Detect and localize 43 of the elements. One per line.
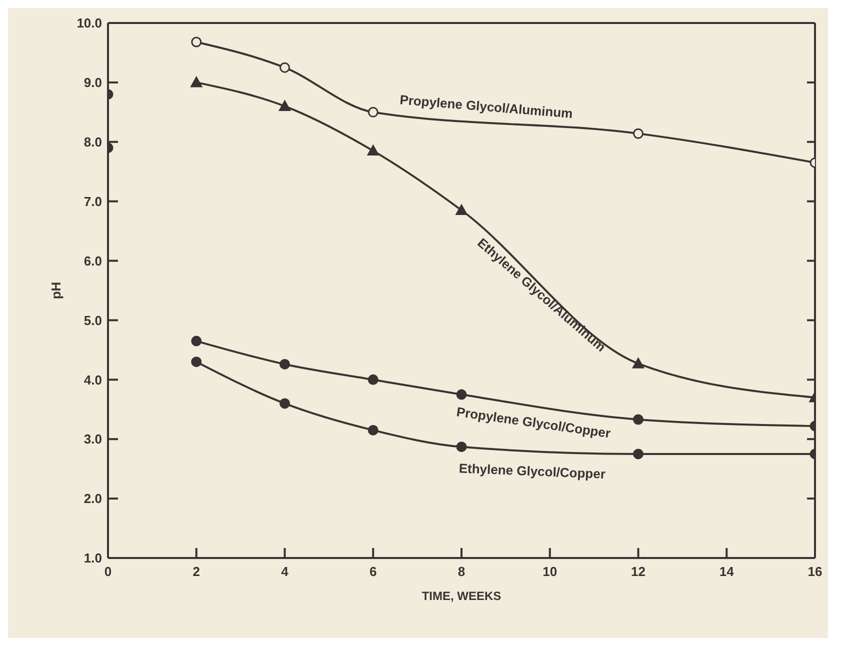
x-tick-label: 0: [104, 564, 112, 579]
point: [456, 204, 468, 215]
point: [191, 36, 202, 48]
point: [191, 336, 202, 346]
x-tick-label: 16: [808, 564, 822, 579]
x-tick-label: 8: [458, 564, 466, 579]
point: [633, 414, 644, 425]
y-tick-label: 8.0: [84, 134, 102, 150]
y-tick-label: 5.0: [84, 312, 102, 328]
x-tick-label: 4: [281, 564, 290, 579]
x-tick-label: 2: [192, 564, 200, 579]
point: [190, 76, 202, 88]
y-axis-title: pH: [48, 282, 64, 300]
point: [368, 374, 378, 385]
y-tick-label: 3.0: [84, 432, 102, 447]
y-tick-label: 2.0: [84, 491, 102, 506]
y-tick-label: 1.0: [84, 550, 102, 566]
point: [633, 128, 644, 139]
x-tick-label: 10: [542, 564, 558, 579]
point: [279, 100, 290, 111]
series-label: Propylene Glycol/Aluminum: [399, 92, 574, 122]
y-tick-label: 10.0: [76, 16, 102, 31]
x-tick-label: 14: [719, 564, 735, 579]
point: [191, 356, 202, 368]
point: [456, 389, 467, 400]
point: [280, 398, 290, 409]
text: Propylene Glycol/Copper: [456, 404, 612, 441]
y-tick-label: 9.0: [84, 75, 102, 90]
y-tick-label: 7.0: [84, 194, 102, 209]
y-tick-label: 6.0: [84, 253, 102, 268]
y-tick-label: 4.0: [84, 372, 102, 388]
point: [368, 424, 378, 436]
point: [633, 448, 644, 460]
point: [456, 442, 467, 452]
x-tick-label: 12: [631, 564, 646, 579]
x-tick-label: 6: [370, 564, 377, 579]
point: [632, 358, 644, 368]
point: [368, 106, 378, 118]
x-axis-title: TIME, WEEKS: [422, 589, 502, 603]
point: [367, 145, 379, 156]
point: [280, 358, 290, 370]
point: [280, 62, 290, 73]
series-label: Ethylene Glycol/Copper: [458, 460, 606, 482]
